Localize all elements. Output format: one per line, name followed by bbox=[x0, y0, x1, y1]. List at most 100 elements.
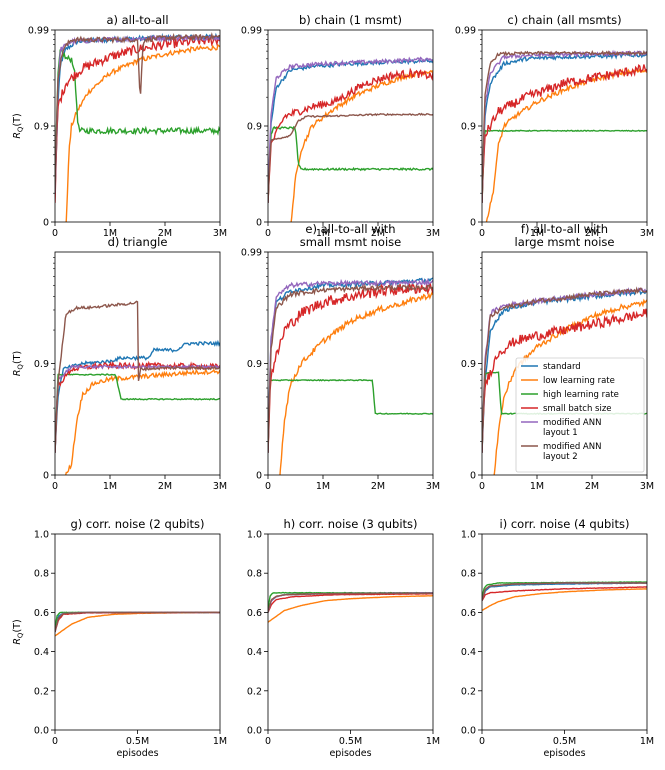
line-g-small-batch-size bbox=[55, 611, 220, 633]
panel-h: 0.0 0.2 0.4 0.6 0.8 1.0 0 0.5M 1M h) corr. noise … bbox=[247, 517, 440, 759]
panel-g: 0.0 0.2 0.4 0.6 0.8 1.0 0 0.5M 1M g) corr. noise … bbox=[12, 517, 227, 759]
x-tick-label: 1M bbox=[530, 228, 544, 239]
x-tick-label: 0 bbox=[265, 228, 271, 239]
line-e-low-learning-rate bbox=[279, 291, 433, 475]
line-g-modified-ann-layout-1 bbox=[55, 611, 220, 633]
y-tick-label: 0.2 bbox=[247, 686, 262, 697]
x-tick-label: 2M bbox=[158, 228, 172, 239]
y-tick-label: 0 bbox=[470, 471, 476, 482]
y-tick-label: 0.8 bbox=[461, 569, 476, 580]
series-group-i bbox=[482, 581, 647, 612]
y-tick-label: 0 bbox=[43, 218, 49, 229]
x-tick-label: 1M bbox=[103, 481, 117, 492]
panel-b: 0 0.9 0.99 0 1M 2M 3M b) chain (1 msmt) bbox=[241, 13, 440, 239]
line-a-standard bbox=[55, 32, 220, 194]
line-c-small-batch-size bbox=[482, 64, 647, 203]
line-h-modified-ann-layout-1 bbox=[268, 591, 433, 613]
line-h-small-batch-size bbox=[268, 592, 433, 613]
line-c-modified-ann-layout-2 bbox=[482, 49, 647, 203]
line-c-modified-ann-layout-1 bbox=[482, 49, 647, 203]
y-tick-label: 0 bbox=[470, 218, 476, 229]
panel-title-a: a) all-to-all bbox=[106, 13, 168, 27]
series-group-c bbox=[482, 49, 647, 222]
x-tick-label: 0 bbox=[479, 736, 485, 747]
legend-label-modified-ann-layout-2: layout 2 bbox=[543, 452, 578, 462]
x-tick-label: 2M bbox=[158, 481, 172, 492]
y-tick-label: 0.2 bbox=[461, 686, 476, 697]
x-axis-label-g: episodes bbox=[116, 748, 158, 759]
panel-title-i: i) corr. noise (4 qubits) bbox=[500, 517, 630, 531]
series-group-a bbox=[55, 32, 220, 222]
series-group-e bbox=[268, 277, 433, 475]
x-tick-label: 0.5M bbox=[553, 736, 576, 747]
line-i-modified-ann-layout-2 bbox=[482, 582, 647, 601]
panel-title-g: g) corr. noise (2 qubits) bbox=[70, 517, 204, 531]
x-tick-label: 0 bbox=[479, 481, 485, 492]
x-tick-label: 0 bbox=[52, 736, 58, 747]
x-tick-label: 0.5M bbox=[339, 736, 362, 747]
line-d-modified-ann-layout-2 bbox=[55, 300, 220, 453]
x-tick-label: 2M bbox=[585, 228, 599, 239]
legend-label-low-learning-rate: low learning rate bbox=[543, 376, 615, 386]
legend: standard low learning rate high learning r… bbox=[515, 357, 645, 473]
line-f-low-learning-rate bbox=[493, 298, 647, 475]
x-tick-label: 0.5M bbox=[126, 736, 149, 747]
panel-title-b: b) chain (1 msmt) bbox=[299, 13, 402, 27]
y-tick-label: 0.9 bbox=[461, 359, 476, 370]
series-group-b bbox=[268, 56, 433, 222]
axes-frame-h bbox=[267, 533, 434, 731]
panel-title-f: large msmt noise bbox=[515, 235, 615, 249]
y-tick-label: 0.0 bbox=[247, 726, 262, 737]
line-e-modified-ann-layout-2 bbox=[268, 283, 433, 453]
panel-c: 0 0.9 0.99 0 1M 2M 3M c) chain (all msmts) bbox=[455, 13, 654, 239]
x-tick-label: 3M bbox=[640, 481, 654, 492]
series-group-d bbox=[55, 300, 220, 475]
line-b-modified-ann-layout-2 bbox=[268, 112, 433, 203]
y-tick-label: 0.9 bbox=[34, 122, 49, 133]
y-axis-label: RQ(T) bbox=[12, 113, 25, 138]
line-e-modified-ann-layout-1 bbox=[268, 277, 433, 453]
y-tick-label: 0.0 bbox=[34, 726, 49, 737]
axes-frame-b bbox=[267, 29, 434, 223]
legend-label-small-batch-size: small batch size bbox=[543, 404, 612, 414]
y-tick-label: 1.0 bbox=[461, 530, 476, 541]
x-tick-label: 0 bbox=[52, 481, 58, 492]
x-tick-label: 1M bbox=[213, 736, 227, 747]
line-i-small-batch-size bbox=[482, 586, 647, 601]
line-a-low-learning-rate bbox=[65, 43, 220, 222]
y-tick-label: 0.6 bbox=[34, 608, 49, 619]
line-e-small-batch-size bbox=[268, 282, 433, 453]
line-b-small-batch-size bbox=[268, 67, 433, 203]
y-tick-label: 1.0 bbox=[34, 530, 49, 541]
x-tick-label: 1M bbox=[530, 481, 544, 492]
legend-label-modified-ann-layout-1: layout 1 bbox=[543, 428, 578, 438]
line-h-standard bbox=[268, 591, 433, 613]
x-tick-label: 2M bbox=[371, 228, 385, 239]
line-c-standard bbox=[482, 51, 647, 203]
x-tick-label: 1M bbox=[103, 228, 117, 239]
legend-label-high-learning-rate: high learning rate bbox=[543, 390, 619, 400]
y-axis-label: RQ(T) bbox=[12, 351, 25, 376]
line-f-modified-ann-layout-2 bbox=[482, 286, 647, 453]
line-i-low-learning-rate bbox=[482, 588, 647, 612]
axes-frame-g bbox=[54, 533, 221, 731]
y-tick-label: 0.9 bbox=[247, 359, 262, 370]
series-group-h bbox=[268, 591, 433, 623]
line-d-standard bbox=[55, 339, 220, 453]
line-a-modified-ann-layout-2 bbox=[55, 32, 220, 194]
y-tick-label: 0.9 bbox=[461, 122, 476, 133]
line-d-low-learning-rate bbox=[65, 368, 220, 475]
panel-title-e: small msmt noise bbox=[300, 235, 401, 249]
x-axis-label-h: episodes bbox=[329, 748, 371, 759]
x-tick-label: 0 bbox=[265, 736, 271, 747]
y-tick-label: 0.4 bbox=[461, 647, 476, 658]
series-group-g bbox=[55, 611, 220, 637]
y-tick-label: 0.99 bbox=[241, 26, 262, 37]
x-tick-label: 1M bbox=[640, 736, 654, 747]
y-tick-label: 1.0 bbox=[247, 530, 262, 541]
x-tick-label: 0 bbox=[479, 228, 485, 239]
panel-a: 0 0.9 0.99 0 1M 2M 3M a) all-to-all RQ(T) bbox=[12, 13, 227, 239]
x-tick-label: 1M bbox=[426, 736, 440, 747]
line-b-low-learning-rate bbox=[290, 69, 433, 222]
line-h-high-learning-rate bbox=[268, 591, 433, 613]
